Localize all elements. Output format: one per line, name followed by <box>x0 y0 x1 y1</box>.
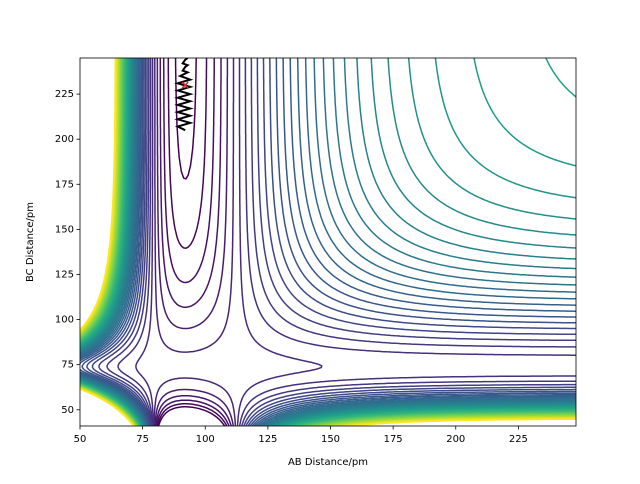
x-tick-label: 225 <box>509 434 528 445</box>
y-tick-label: 225 <box>55 89 74 100</box>
contour-line <box>80 58 576 426</box>
contour-line <box>106 58 576 426</box>
x-tick-label: 150 <box>321 434 340 445</box>
x-tick-label: 200 <box>446 434 465 445</box>
contour-line <box>80 58 576 426</box>
contour-line <box>153 58 237 426</box>
contour-line <box>80 58 576 426</box>
x-tick-label: 175 <box>384 434 403 445</box>
contour-line <box>154 58 235 426</box>
y-tick-label: 100 <box>55 315 74 326</box>
contour-line <box>135 58 323 426</box>
y-tick-label: 200 <box>55 134 74 145</box>
y-tick-label: 50 <box>61 405 74 416</box>
y-tick-label: 175 <box>55 179 74 190</box>
y-axis-label: BC Distance/pm <box>25 202 36 282</box>
contour-line <box>80 58 576 426</box>
contour-line <box>80 58 576 426</box>
start-marker <box>181 81 189 89</box>
x-tick-label: 100 <box>196 434 215 445</box>
y-tick-label: 125 <box>55 269 74 280</box>
contour-line <box>91 58 576 426</box>
contour-line <box>80 58 576 426</box>
y-tick-label: 150 <box>55 224 74 235</box>
contour-line <box>81 58 576 426</box>
contour-line <box>86 58 576 426</box>
x-tick-label: 50 <box>74 434 87 445</box>
x-tick-label: 125 <box>258 434 277 445</box>
axes-frame <box>79 57 577 427</box>
contour-line <box>155 58 232 426</box>
x-axis-label: AB Distance/pm <box>288 457 368 468</box>
contour-line <box>117 58 576 426</box>
contour-line <box>157 58 226 426</box>
contour-line <box>80 58 576 426</box>
y-tick-label: 75 <box>61 360 74 371</box>
plot-area <box>80 58 576 426</box>
trajectory <box>174 58 194 132</box>
x-tick-label: 75 <box>136 434 149 445</box>
contour-line <box>98 58 576 426</box>
contour-line <box>156 58 228 426</box>
